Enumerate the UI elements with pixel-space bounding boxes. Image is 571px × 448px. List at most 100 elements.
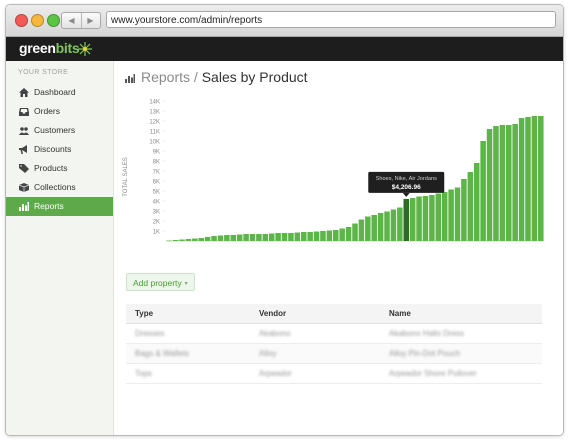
chart-bar — [243, 234, 249, 241]
chart-bar — [499, 125, 506, 241]
tooltip-value-label: $4,206.96 — [392, 184, 421, 191]
sidebar-section-label: YOUR STORE — [18, 69, 69, 76]
chart-bar — [531, 116, 538, 241]
column-header-vendor[interactable]: Vendor — [259, 309, 287, 318]
sidebar-item-products[interactable]: Products — [6, 159, 113, 178]
y-tick-label: 8K — [153, 160, 160, 166]
chart-bar — [345, 227, 352, 241]
bar-chart-icon — [19, 202, 29, 211]
column-header-name[interactable]: Name — [389, 309, 411, 318]
megaphone-icon — [19, 145, 27, 154]
chart-bar — [166, 240, 172, 242]
y-tick-label: 11K — [150, 130, 160, 136]
sidebar-item-label: Orders — [34, 106, 60, 116]
tooltip-arrow — [402, 192, 410, 197]
chart-bar — [300, 232, 307, 241]
sidebar-item-discounts[interactable]: Discounts — [6, 140, 113, 159]
y-tick-label: 2K — [153, 220, 160, 226]
chart-bar — [320, 231, 326, 241]
chart-bar — [384, 211, 390, 241]
chart-bar — [288, 233, 294, 241]
cell-vendor: Akabono — [259, 329, 291, 338]
y-tick-label: 10K — [149, 140, 160, 146]
chart-bar — [224, 235, 230, 241]
cell-vendor: Arpeador — [259, 369, 292, 378]
chart-bar — [326, 230, 333, 241]
y-axis-label: TOTAL SALES — [123, 157, 129, 197]
back-arrow-icon[interactable]: ◀ — [62, 13, 82, 28]
y-tick-label: 6K — [153, 180, 160, 186]
cell-type: Bags & Wallets — [135, 349, 189, 358]
chart-bar — [236, 234, 243, 241]
chart-bar — [358, 219, 365, 241]
browser-titlebar: ◀ ▶ www.yourstore.com/admin/reports — [6, 5, 563, 37]
sidebar-item-reports[interactable]: Reports — [6, 197, 113, 216]
breadcrumb-separator: / — [190, 69, 202, 85]
y-tick-label: 9K — [153, 150, 160, 156]
chart-bar — [435, 193, 442, 241]
chart-bar — [416, 196, 422, 241]
page-heading: Sales by Product — [201, 69, 308, 85]
chart-bar — [249, 234, 256, 241]
starburst-logo-icon — [78, 42, 92, 56]
y-tick-label: 1K — [153, 230, 160, 236]
chart-bar — [448, 189, 454, 241]
sales-chart-panel: 1K 2K 3K 4K 5K 6K 7K 8K 9K 10K 11K 12K 13K 14K TOTAL S… — [114, 91, 545, 245]
zoom-window-button[interactable] — [47, 14, 60, 27]
y-tick-label: 5K — [153, 190, 160, 196]
history-nav: ◀ ▶ — [61, 12, 101, 29]
chart-bar — [473, 163, 480, 241]
add-property-button[interactable]: Add property ▾ — [126, 273, 195, 291]
close-window-button[interactable] — [15, 14, 28, 27]
cell-type: Dresses — [135, 329, 165, 338]
chart-bar — [352, 223, 358, 241]
chart-bar — [307, 232, 313, 241]
chart-bar — [172, 240, 179, 241]
products-table: Type Vendor Name Dresses Akabono Akabono… — [126, 304, 542, 384]
sidebar-item-label: Reports — [34, 201, 64, 211]
sidebar-item-label: Products — [34, 163, 68, 173]
chart-bar — [268, 233, 275, 241]
main-content: Reports / Sales by Product 1K 2K 3K 4K 5K 6K 7… — [114, 61, 563, 435]
table-row[interactable]: Tops Arpeador Arpeador Shore Pullover — [126, 364, 542, 384]
chart-bar — [185, 239, 192, 241]
chart-bar — [429, 195, 435, 241]
chart-bar — [538, 116, 544, 241]
column-header-type[interactable]: Type — [135, 309, 154, 318]
chart-bar — [262, 234, 269, 241]
sidebar-item-dashboard[interactable]: Dashboard — [6, 83, 113, 102]
sidebar-item-orders[interactable]: Orders — [6, 102, 113, 121]
chart-bar — [461, 179, 467, 241]
sidebar: YOUR STORE Dashboard Orders Customers Di… — [6, 61, 114, 435]
users-icon — [19, 127, 29, 135]
chart-bar — [313, 231, 320, 241]
y-tick-label: 13K — [149, 110, 160, 116]
chart-bar — [518, 118, 525, 241]
minimize-window-button[interactable] — [31, 14, 44, 27]
forward-arrow-icon[interactable]: ▶ — [87, 16, 94, 25]
chart-bar — [403, 198, 410, 241]
sidebar-item-label: Dashboard — [34, 87, 76, 97]
sidebar-item-label: Customers — [34, 125, 76, 135]
url-bar[interactable]: www.yourstore.com/admin/reports — [106, 11, 556, 28]
chart-bar — [333, 230, 339, 241]
chart-bar — [339, 228, 345, 241]
table-row[interactable]: Bags & Wallets Alloy Alloy Pin-Dot Pouch — [126, 344, 542, 364]
breadcrumb-reports[interactable]: Reports — [141, 69, 191, 85]
page-title: Reports / Sales by Product — [141, 69, 308, 85]
chart-bar — [230, 235, 237, 241]
table-row[interactable]: Dresses Akabono Akabono Hallo Dress — [126, 324, 542, 344]
sales-by-product-chart: 1K 2K 3K 4K 5K 6K 7K 8K 9K 10K 11K 12K 13K 14K TOTAL S… — [123, 100, 544, 242]
chart-bar — [377, 213, 384, 241]
chart-bar — [397, 207, 403, 241]
box-icon — [19, 183, 29, 192]
sidebar-item-collections[interactable]: Collections — [6, 178, 113, 197]
sidebar-item-customers[interactable]: Customers — [6, 121, 113, 140]
cell-name: Alloy Pin-Dot Pouch — [389, 349, 461, 358]
chart-bar — [512, 124, 518, 241]
greenbits-logo[interactable]: greenbits — [19, 40, 80, 56]
home-icon — [19, 88, 29, 97]
inbox-icon — [19, 108, 29, 116]
chart-bar — [217, 235, 224, 241]
y-tick-label: 14K — [149, 100, 160, 106]
